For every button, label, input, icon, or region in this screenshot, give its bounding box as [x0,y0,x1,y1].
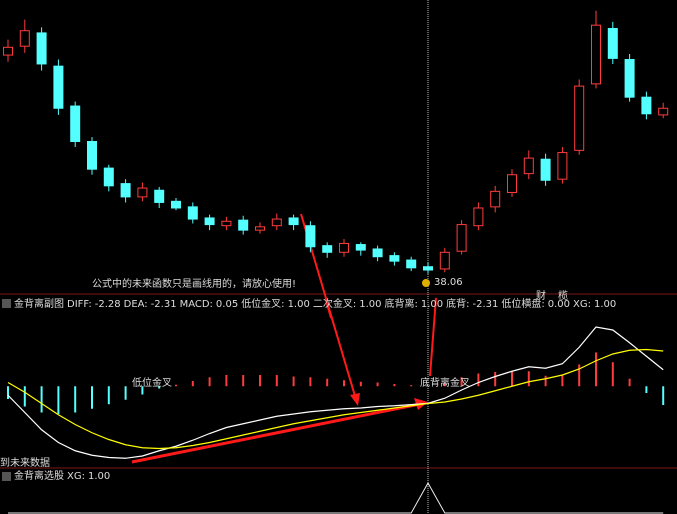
candle-body [120,183,131,198]
low-label: 38.06 [434,277,463,288]
candle-body [574,85,585,151]
macd-line [7,326,664,459]
readout-name: XG: [573,299,591,310]
readout-name: XG: [67,471,85,482]
marker: 榄 [558,289,568,302]
candle-body [103,167,114,187]
candle-body [406,259,417,269]
candle-body [187,206,198,220]
readout-value: 1.00 [421,299,443,310]
arrow-head [350,393,360,406]
candle-body [624,59,635,98]
candle-body [288,217,299,226]
candle-body [607,27,618,59]
readout-value: -2.28 [95,299,121,310]
macd-line [7,348,664,450]
candle-body [456,224,467,252]
readout-name: DIFF: [67,299,92,310]
readout-name: MACD: [180,299,213,310]
readout-value: 1.00 [288,299,310,310]
candle-body [305,225,316,248]
annotation: 底背离金叉 [420,376,470,389]
candle-body [70,105,81,142]
readout-name: 低位横盘: [501,297,544,310]
candle-body [53,65,64,109]
candle-body [271,218,282,227]
candle-body [439,251,450,270]
readout-name: 底背: [446,297,469,310]
arrows [131,213,437,464]
readout-value: 1.00 [359,299,381,310]
candle-body [540,158,551,181]
readout-value: 1.00 [88,471,110,482]
candle-body [423,266,433,271]
readout-name: 低位金叉: [241,297,284,310]
candle-body [372,248,383,258]
arrow [131,402,421,464]
candle-body [557,152,568,180]
readout-value: 0.05 [216,299,238,310]
candle-body [171,200,181,209]
annotation: 到未来数据 [0,456,50,469]
candle-body [523,157,534,175]
annotation: 低位金叉 [132,376,172,389]
candle-body [322,245,333,253]
readout-name: 底背离: [384,297,417,310]
candle-body [339,242,349,253]
readout-value: -2.31 [472,299,498,310]
candle-body [204,217,215,226]
candle-body [255,226,265,231]
candle-body [490,190,501,208]
readout-name: 二次金叉: [313,297,356,310]
candle-body [87,141,97,170]
candle-body [473,207,484,227]
candle-body [641,96,652,115]
candle-body [154,189,165,203]
candle-body [658,107,669,116]
readout-name: DEA: [124,299,148,310]
candle-body [355,244,366,251]
arrow [325,299,332,319]
low-icon [422,279,430,287]
readout-value: -2.31 [151,299,177,310]
readout-value: 0.00 [548,299,570,310]
signal-line [8,481,664,514]
panel-icon [2,472,11,481]
candle-body [507,174,517,193]
candle-body [221,220,232,227]
candle-body [591,24,601,85]
arrow [429,297,437,377]
panel-title: 金背离副图 [14,297,64,310]
candle-body [238,219,249,231]
candle-body [137,187,148,198]
annotation: 公式中的未来函数只是画线用的，请放心使用! [92,277,296,290]
candle-body [36,32,47,65]
candle-body [3,46,13,56]
candle-body [19,30,30,47]
candle-body [389,255,400,262]
marker: 财 [536,289,546,302]
readout-value: 1.00 [594,299,616,310]
panel-title: 金背离选股 [14,469,64,482]
panel-icon [2,299,11,308]
